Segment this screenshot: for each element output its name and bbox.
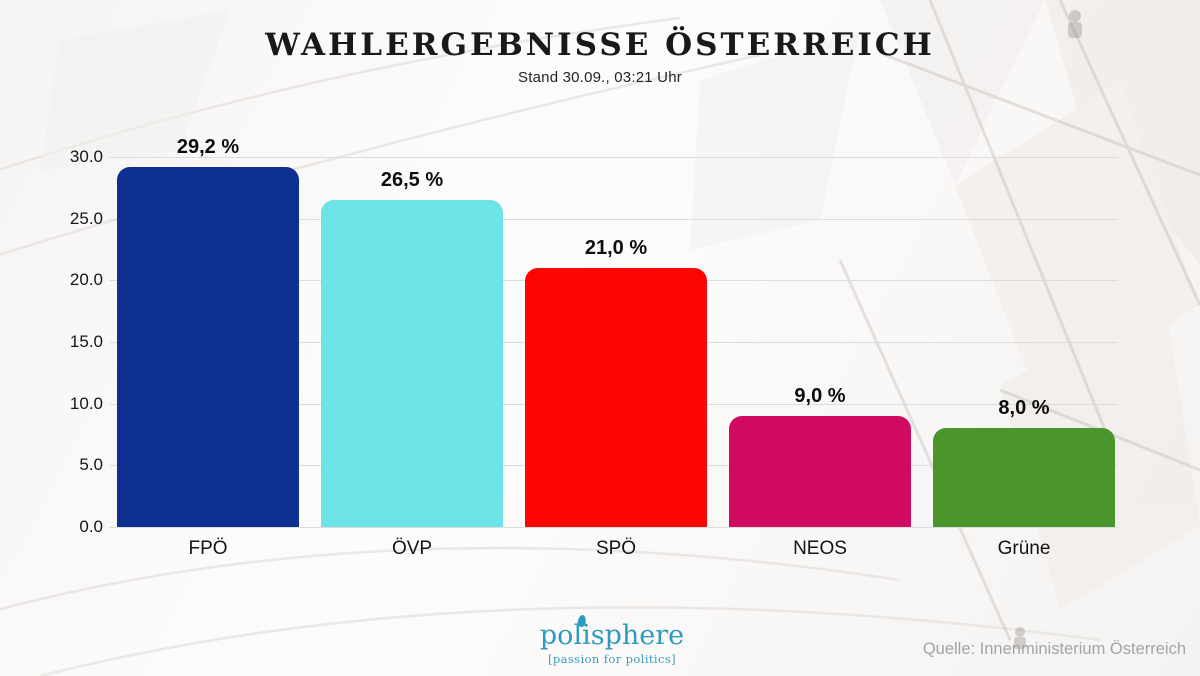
bar-value-label: 26,5 %	[380, 169, 444, 192]
y-tick-label: 30.0	[69, 147, 103, 166]
y-tick-label: 10.0	[69, 393, 103, 413]
polisphere-logo: polisphere [passion for politics]	[539, 614, 685, 666]
bar-SPÖ	[525, 268, 707, 527]
page-title: WAHLERGEBNISSE ÖSTERREICH	[265, 27, 935, 63]
chart-header: WAHLERGEBNISSE ÖSTERREICH Stand 30.09., …	[0, 28, 1200, 86]
source-credit: Quelle: Innenministerium Österreich	[922, 640, 1186, 658]
chart-subtitle-timestamp: Stand 30.09., 03:21 Uhr	[518, 69, 682, 86]
bar-value-label: 9,0 %	[794, 385, 846, 407]
y-tick-label: 5.0	[79, 455, 103, 475]
x-axis-label: ÖVP	[391, 538, 433, 559]
y-tick-label: 15.0	[69, 332, 103, 351]
logo-tagline: [passion for politics]	[547, 652, 677, 666]
bar-ÖVP	[321, 200, 503, 527]
bar-value-label: 29,2 %	[176, 135, 240, 158]
logo-wordmark: polisphere	[539, 620, 685, 651]
bar-Grüne	[933, 428, 1115, 527]
bar-FPÖ	[117, 166, 299, 527]
bar-NEOS	[729, 416, 911, 527]
polisphere-logo-text: polisphere	[539, 614, 685, 651]
gridline	[110, 527, 1118, 528]
bar-value-label: 21,0 %	[584, 237, 648, 259]
x-axis-label: SPÖ	[595, 538, 637, 559]
y-tick-label: 25.0	[69, 208, 103, 228]
gridline	[110, 157, 1118, 158]
gridline	[110, 218, 1118, 220]
y-tick-label: 0.0	[79, 517, 103, 536]
x-axis-label: Grüne	[997, 538, 1051, 559]
y-tick-label: 20.0	[69, 270, 103, 290]
x-axis-label: NEOS	[793, 538, 847, 559]
x-axis-label: FPÖ	[188, 538, 228, 559]
bar-value-label: 8,0 %	[998, 397, 1050, 420]
